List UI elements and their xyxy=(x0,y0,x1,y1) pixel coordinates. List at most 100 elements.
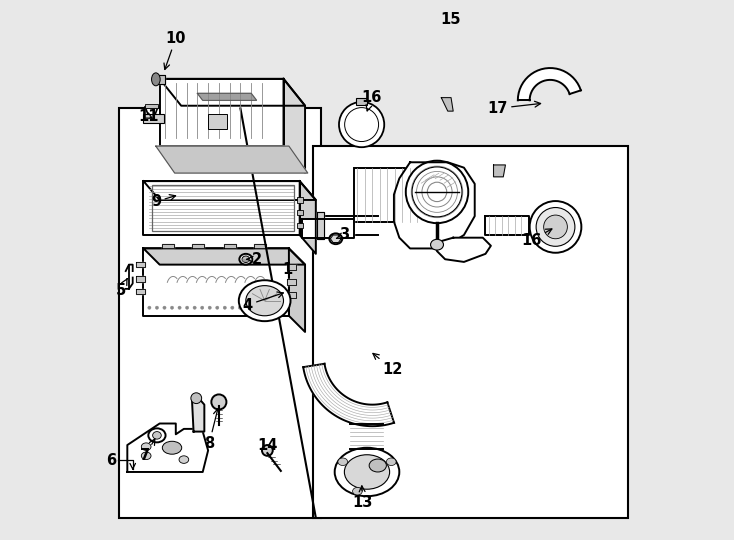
Text: 7: 7 xyxy=(140,439,155,463)
Polygon shape xyxy=(302,219,354,238)
Bar xyxy=(354,167,421,221)
Text: 6: 6 xyxy=(106,453,116,468)
Text: 14: 14 xyxy=(257,437,277,453)
Polygon shape xyxy=(159,79,305,106)
Ellipse shape xyxy=(369,459,386,472)
Text: 4: 4 xyxy=(242,292,283,313)
Ellipse shape xyxy=(242,256,250,262)
Polygon shape xyxy=(321,216,378,235)
Ellipse shape xyxy=(406,161,468,223)
Ellipse shape xyxy=(170,306,174,309)
Text: 2: 2 xyxy=(247,252,261,267)
Text: 16: 16 xyxy=(521,229,552,248)
Ellipse shape xyxy=(352,488,363,495)
Text: 12: 12 xyxy=(373,353,403,377)
Ellipse shape xyxy=(148,306,151,309)
Ellipse shape xyxy=(216,306,219,309)
Polygon shape xyxy=(143,248,289,316)
Bar xyxy=(313,146,628,518)
Ellipse shape xyxy=(223,306,226,309)
Ellipse shape xyxy=(200,306,204,309)
Text: 10: 10 xyxy=(164,31,186,70)
Ellipse shape xyxy=(239,306,241,309)
Polygon shape xyxy=(192,244,204,248)
Ellipse shape xyxy=(339,102,384,147)
Ellipse shape xyxy=(330,233,342,244)
Polygon shape xyxy=(350,423,383,449)
Text: 5: 5 xyxy=(116,279,127,298)
Bar xyxy=(151,185,294,231)
Ellipse shape xyxy=(269,306,272,309)
Text: 13: 13 xyxy=(352,486,373,510)
Bar xyxy=(143,114,164,124)
Ellipse shape xyxy=(335,448,399,496)
Polygon shape xyxy=(287,292,296,298)
Bar xyxy=(145,104,158,109)
Polygon shape xyxy=(517,68,581,100)
Text: 11: 11 xyxy=(139,109,159,124)
Ellipse shape xyxy=(239,280,291,321)
Ellipse shape xyxy=(344,455,390,489)
Bar xyxy=(297,197,303,202)
Polygon shape xyxy=(162,244,174,248)
Ellipse shape xyxy=(239,254,252,265)
Polygon shape xyxy=(137,276,145,282)
Ellipse shape xyxy=(253,306,257,309)
Ellipse shape xyxy=(142,452,151,460)
Ellipse shape xyxy=(142,443,151,450)
Ellipse shape xyxy=(530,201,581,253)
Ellipse shape xyxy=(191,393,202,403)
Ellipse shape xyxy=(208,306,211,309)
Polygon shape xyxy=(197,93,257,100)
Polygon shape xyxy=(441,98,453,111)
Text: 16: 16 xyxy=(361,90,382,111)
Ellipse shape xyxy=(148,428,166,442)
Polygon shape xyxy=(435,238,491,262)
Ellipse shape xyxy=(261,306,264,309)
Polygon shape xyxy=(485,216,528,235)
Polygon shape xyxy=(137,262,145,267)
Polygon shape xyxy=(283,79,305,173)
Text: 1: 1 xyxy=(282,262,292,278)
Polygon shape xyxy=(394,163,475,248)
Polygon shape xyxy=(289,248,305,332)
Ellipse shape xyxy=(193,306,196,309)
Polygon shape xyxy=(287,279,296,285)
Ellipse shape xyxy=(186,306,189,309)
Polygon shape xyxy=(299,181,316,254)
Ellipse shape xyxy=(162,441,182,454)
Bar xyxy=(356,98,367,105)
Text: 8: 8 xyxy=(204,409,219,451)
Polygon shape xyxy=(493,165,506,177)
Polygon shape xyxy=(254,244,266,248)
Bar xyxy=(208,114,227,129)
Polygon shape xyxy=(143,181,316,200)
Bar xyxy=(119,109,321,518)
Ellipse shape xyxy=(230,306,234,309)
Ellipse shape xyxy=(153,431,161,439)
Text: 9: 9 xyxy=(150,194,175,209)
Bar xyxy=(297,210,303,215)
Text: 3: 3 xyxy=(336,227,349,242)
Text: 17: 17 xyxy=(487,101,540,116)
Polygon shape xyxy=(137,289,145,294)
Polygon shape xyxy=(303,364,394,426)
Polygon shape xyxy=(127,423,208,472)
Ellipse shape xyxy=(178,306,181,309)
Ellipse shape xyxy=(246,286,283,316)
Ellipse shape xyxy=(431,239,443,250)
Ellipse shape xyxy=(262,445,273,456)
Ellipse shape xyxy=(163,306,166,309)
Ellipse shape xyxy=(386,458,396,465)
Polygon shape xyxy=(225,244,236,248)
Polygon shape xyxy=(287,264,296,270)
Ellipse shape xyxy=(246,306,249,309)
Polygon shape xyxy=(156,146,308,173)
Bar xyxy=(297,222,303,228)
Ellipse shape xyxy=(151,73,160,86)
Ellipse shape xyxy=(179,456,189,463)
Ellipse shape xyxy=(544,215,567,239)
Polygon shape xyxy=(143,181,299,235)
Ellipse shape xyxy=(338,458,348,465)
Ellipse shape xyxy=(276,306,279,309)
